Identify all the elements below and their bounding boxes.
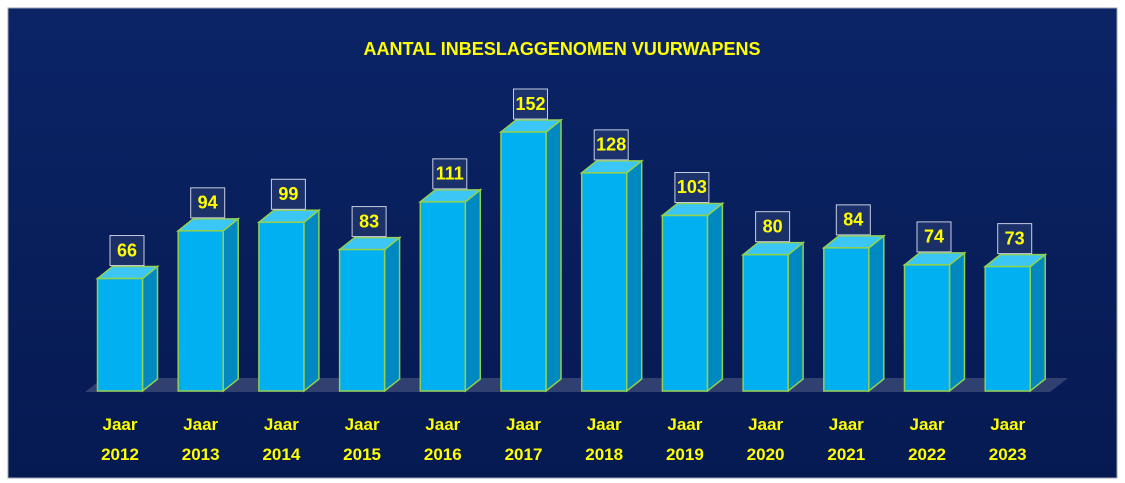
x-tick-label: Jaar 2017 xyxy=(504,415,543,464)
x-tick-label: Jaar 2014 xyxy=(262,415,301,464)
value-label: 152 xyxy=(515,94,545,114)
value-label: 128 xyxy=(596,135,626,155)
bar xyxy=(660,201,725,393)
value-label: 80 xyxy=(763,216,783,236)
x-tick-label: Jaar 2019 xyxy=(665,415,704,464)
bar-side xyxy=(464,188,482,393)
bar-front xyxy=(177,230,224,392)
x-tick-label: Jaar 2021 xyxy=(827,415,866,464)
value-label: 94 xyxy=(198,193,218,213)
bar-side xyxy=(545,118,562,393)
bar xyxy=(983,253,1048,393)
x-tick-label: Jaar 2013 xyxy=(181,415,220,464)
value-label: 66 xyxy=(117,240,137,260)
value-label-box xyxy=(593,129,629,161)
bar xyxy=(256,208,322,393)
bar-front xyxy=(96,277,144,392)
value-label-box xyxy=(190,187,226,219)
bar-front xyxy=(419,201,467,392)
floor xyxy=(85,378,1068,392)
bar xyxy=(95,264,160,393)
bar-front xyxy=(338,248,386,392)
bar xyxy=(821,234,886,393)
value-label-box xyxy=(513,88,548,120)
value-label: 99 xyxy=(278,184,298,204)
bar-side xyxy=(141,264,159,393)
bar-side xyxy=(303,208,320,393)
bar-side xyxy=(868,234,885,393)
x-tick-label: Jaar 2012 xyxy=(101,415,139,464)
bar-front xyxy=(500,131,547,392)
x-tick-label: Jaar 2015 xyxy=(343,415,381,464)
x-tick-label: Jaar 2023 xyxy=(988,415,1027,464)
value-label-box xyxy=(835,204,871,236)
bar-front xyxy=(823,247,870,392)
bar-side xyxy=(787,241,804,393)
bar xyxy=(498,118,564,393)
bar-front xyxy=(742,253,789,392)
bar-side xyxy=(1029,253,1046,393)
bar xyxy=(337,236,402,393)
value-label: 84 xyxy=(843,210,863,230)
value-label-box xyxy=(270,178,306,210)
x-tick-label: Jaar 2018 xyxy=(585,415,624,464)
value-label-box xyxy=(432,158,468,190)
bar-side xyxy=(948,251,966,393)
bar xyxy=(418,188,483,393)
value-label-box xyxy=(755,211,791,243)
bar-front xyxy=(984,265,1031,392)
bar-side xyxy=(625,159,643,393)
x-tick-label: Jaar 2022 xyxy=(908,415,946,464)
value-label: 74 xyxy=(924,227,944,247)
x-tick-label: Jaar 2016 xyxy=(423,415,462,464)
value-label-box xyxy=(351,206,387,238)
value-label-box xyxy=(674,171,710,203)
bar-front xyxy=(580,172,628,392)
bar-side xyxy=(222,217,239,393)
bar-side xyxy=(706,201,724,393)
value-label: 103 xyxy=(677,177,707,197)
bar xyxy=(902,251,967,393)
chart-title: AANTAL INBESLAGGENOMEN VUURWAPENS xyxy=(363,39,760,59)
bar-front xyxy=(258,221,305,392)
value-label-box xyxy=(997,223,1033,255)
value-label-box xyxy=(109,235,145,267)
x-tick-label: Jaar 2020 xyxy=(746,415,785,464)
bar-side xyxy=(383,236,401,393)
value-label-box xyxy=(916,221,952,253)
bar xyxy=(579,159,644,393)
value-label: 83 xyxy=(359,211,379,231)
value-label: 111 xyxy=(436,164,464,184)
value-label: 73 xyxy=(1005,228,1025,248)
bar xyxy=(176,217,241,393)
bar-front xyxy=(903,264,951,392)
bar-front xyxy=(661,214,709,392)
bar xyxy=(740,241,806,393)
